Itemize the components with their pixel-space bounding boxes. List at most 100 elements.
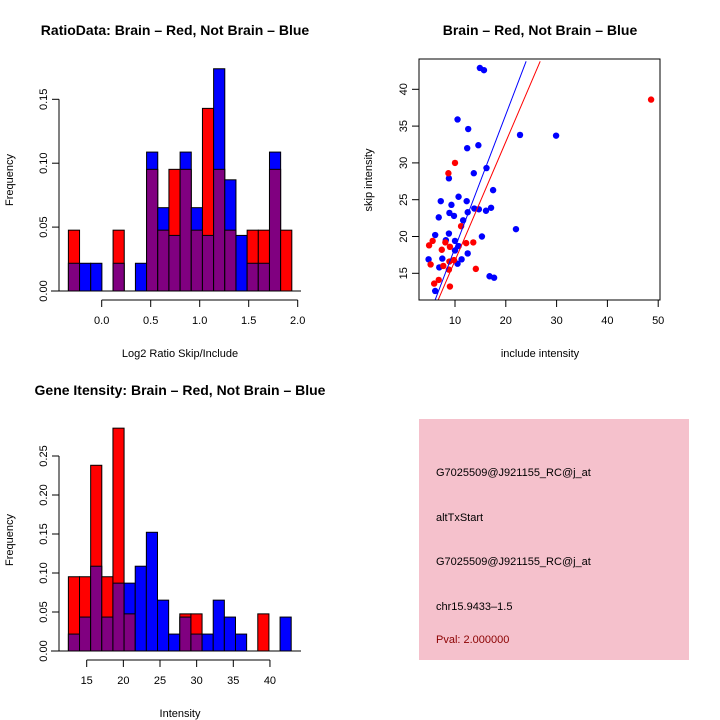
ratio-overlap-bar [179,168,192,292]
scatter-point-blue [465,125,472,133]
intensity-bar [201,633,214,652]
intensity-x-tick-label: 25 [154,675,166,687]
ratio-y-tick-label: 0.00 [38,280,50,301]
ratio-histogram: RatioData: Brain – Red, Not Brain – Blue… [4,22,309,360]
scatter-point-red [446,283,454,290]
scatter-point-red [425,242,433,249]
scatter-y-tick-label: 35 [398,120,410,132]
scatter-point-blue [435,214,442,221]
ratio-overlap-bar [146,168,159,292]
scatter-point-blue [463,197,470,205]
scatter-point-red [472,265,480,273]
ratio-bar [134,262,148,292]
info-panel: G7025509@J921155_RC@j_at altTxStart G702… [419,419,689,660]
intensity-overlap-bar [190,633,203,652]
intensity-overlap-bar [112,582,125,652]
gene-intensity-title: Gene Itensity: Brain – Red, Not Brain – … [35,382,326,398]
scatter-y-tick-label: 40 [398,83,410,95]
ratio-histogram-ylabel: Frequency [4,154,16,206]
probe-id-2: G7025509@J921155_RC@j_at [436,556,591,568]
regression-line-red [437,61,541,300]
scatter-point-red [446,243,454,251]
ratio-overlap-bar [257,262,270,292]
regression-line-blue [434,61,527,300]
scatter-x-tick-label: 10 [449,315,461,327]
scatter-plot-box [418,58,661,301]
scatter-point-blue [431,287,439,295]
intensity-bar [145,531,159,652]
ratio-x-tick-label: 0.5 [143,315,158,327]
intensity-bar [157,599,170,652]
info-panel-background [419,419,689,660]
scatter-point-blue [455,193,462,200]
ratio-overlap-bar [201,234,215,292]
ratio-bar [280,229,293,292]
scatter-x-tick-label: 20 [500,315,512,327]
intensity-y-tick-label: 0.20 [38,484,50,505]
scatter-point-blue [448,201,455,209]
ratio-histogram-title: RatioData: Brain – Red, Not Brain – Blue [41,22,310,38]
intensity-overlap-bar [79,616,92,652]
intensity-y-tick-label: 0.25 [38,445,50,466]
ratio-x-tick-label: 2.0 [290,315,305,327]
intensity-overlap-bar [179,616,192,652]
ratio-overlap-bar [246,262,259,292]
scatter-point-blue [437,197,444,205]
intensity-bar [223,616,236,652]
intensity-bar [212,599,225,652]
ratio-bar [79,262,92,292]
scatter-y-tick-label: 25 [398,194,410,206]
intensity-bar [257,613,270,652]
scatter-point-blue [512,225,520,233]
intensity-bar [168,633,181,652]
scatter-x-tick-label: 40 [601,315,613,327]
pval-text: Pval: 2.000000 [436,634,509,646]
scatter-point-blue [475,142,482,149]
scatter-point-red [647,96,655,103]
intensity-y-tick-label: 0.05 [38,601,50,622]
scatter-xlabel: include intensity [501,348,580,360]
gene-intensity-ylabel: Frequency [4,514,16,566]
intensity-x-tick-label: 15 [81,675,93,687]
ratio-overlap-bar [67,262,81,292]
scatter-point-red [427,261,434,268]
intensity-y-tick-label: 0.10 [38,562,50,583]
intensity-bar [134,565,147,652]
scatter-point-red [451,159,459,167]
ratio-x-tick-label: 1.0 [192,315,207,327]
scatter-point-red [429,237,436,245]
scatter-point-blue [439,255,446,262]
ratio-overlap-bar [157,229,170,292]
ratio-bar [235,234,248,292]
intensity-x-tick-label: 20 [117,675,129,687]
scatter-point-blue [490,274,498,281]
scatter-point-red [462,239,470,247]
scatter-point-blue [463,144,471,152]
intensity-bar [234,633,248,652]
probe-id: G7025509@J921155_RC@j_at [436,467,591,479]
scatter-point-blue [478,233,486,240]
scatter-point-blue [464,250,471,257]
ratio-y-tick-label: 0.05 [38,216,50,237]
intensity-overlap-bar [67,633,81,652]
ratio-x-tick-label: 0.0 [94,315,109,327]
scatter-x-tick-label: 50 [652,315,664,327]
scatter-point-red [445,170,452,177]
scatter-point-blue [470,170,477,177]
intensity-x-tick-label: 35 [227,675,239,687]
ratio-overlap-bar [190,229,203,292]
scatter-y-tick-label: 15 [398,267,410,279]
scatter-point-blue [431,231,439,239]
intensity-x-tick-label: 30 [191,675,203,687]
scatter-point-red [430,280,438,287]
scatter-point-blue [445,175,453,182]
scatter-point-blue [482,207,490,214]
intensity-overlap-bar [90,565,103,652]
intensity-overlap-bar [101,616,114,652]
intensity-y-tick-label: 0.00 [38,640,50,661]
intensity-y-tick-label: 0.15 [38,523,50,544]
scatter-title: Brain – Red, Not Brain – Blue [443,22,638,38]
gene-intensity-xlabel: Intensity [160,708,201,720]
chromosome-location: chr15.9433–1.5 [436,601,512,613]
